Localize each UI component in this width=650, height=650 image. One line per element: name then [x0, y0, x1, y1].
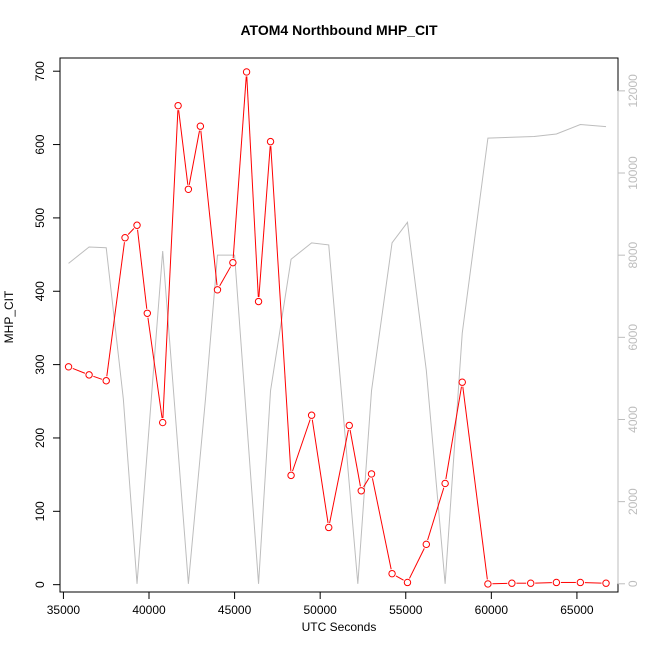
chart-title: ATOM4 Northbound MHP_CIT: [240, 22, 437, 38]
data-point: [213, 286, 222, 294]
y2-tick-label: 4000: [626, 406, 640, 433]
y-tick-label: 700: [33, 61, 47, 81]
data-point: [254, 297, 263, 306]
data-point: [287, 471, 295, 480]
series-line-segment: [311, 419, 329, 524]
plot-frame: [59, 57, 619, 593]
y-tick-label: 500: [33, 208, 47, 228]
data-point: [508, 579, 516, 587]
y2-tick-label: 6000: [626, 324, 640, 351]
y-tick-label: 400: [33, 281, 47, 301]
data-point: [602, 579, 610, 587]
y-axis-label: MHP_CIT: [2, 290, 16, 343]
x-tick-label: 55000: [389, 603, 423, 617]
data-point: [345, 421, 353, 430]
series-line-segment: [246, 76, 259, 298]
series-line-segment: [371, 478, 392, 570]
data-point: [367, 470, 376, 478]
x-tick-label: 50000: [303, 603, 337, 617]
y2-tick-label: 10000: [626, 156, 640, 190]
data-point: [174, 101, 182, 110]
data-point: [357, 487, 365, 495]
y-tick-label: 0: [33, 581, 47, 588]
y-axis: 0 100 200 300 400 500 600 700: [33, 61, 61, 588]
data-point: [458, 378, 466, 386]
data-point: [229, 258, 237, 267]
series-line-segment: [137, 229, 148, 309]
y-tick-label: 200: [33, 428, 47, 448]
series-line-segment: [200, 130, 218, 286]
series-line-segment: [72, 367, 86, 374]
series-line-segment: [270, 146, 292, 471]
data-point: [85, 371, 93, 379]
data-point: [527, 579, 535, 587]
series-line-segment: [427, 487, 445, 541]
series-line-segment: [445, 386, 462, 480]
data-point: [133, 221, 141, 229]
data-point: [552, 578, 561, 587]
data-point: [102, 377, 110, 385]
x-tick-label: 45000: [218, 603, 252, 617]
series-line-segment: [292, 419, 311, 472]
y2-tick-label: 8000: [626, 241, 640, 268]
series-layer: [64, 68, 610, 588]
data-point: [196, 122, 205, 130]
data-point: [64, 363, 73, 371]
series-line-segment: [106, 242, 125, 377]
data-point: [403, 578, 412, 587]
data-point: [158, 418, 167, 427]
data-point: [121, 234, 129, 242]
data-point: [184, 185, 193, 193]
data-point: [242, 68, 251, 76]
series-line-secondary: [68, 124, 607, 584]
series-line-segment: [188, 130, 201, 185]
x-tick-label: 40000: [132, 603, 166, 617]
series-line-segment: [363, 477, 370, 488]
series-line-segment: [219, 266, 232, 287]
y2-tick-label: 2000: [626, 488, 640, 515]
y2-tick-label: 0: [626, 580, 640, 587]
data-point: [441, 479, 449, 488]
y-tick-label: 100: [33, 501, 47, 521]
series-line-segment: [395, 575, 404, 581]
data-point: [422, 540, 430, 549]
series-line-segment: [329, 429, 349, 524]
series-line-segment: [462, 386, 488, 580]
y2-tick-label: 12000: [626, 74, 640, 108]
series-line-segment: [178, 110, 189, 185]
series-line-segment: [232, 76, 247, 259]
y-tick-label: 300: [33, 354, 47, 374]
series-line-segment: [127, 228, 135, 235]
data-point: [484, 580, 492, 588]
data-point: [307, 411, 316, 419]
data-point: [576, 578, 585, 587]
series-line-segment: [147, 317, 163, 419]
y-tick-label: 600: [33, 134, 47, 154]
y2-axis: 0 2000 4000 6000 8000 10000 12000: [617, 74, 640, 587]
series-line-segment: [349, 429, 361, 487]
x-axis-label: UTC Seconds: [302, 620, 377, 634]
data-point: [266, 137, 275, 146]
x-tick-label: 65000: [560, 603, 594, 617]
series-line-segment: [258, 146, 271, 298]
x-tick-label: 60000: [475, 603, 509, 617]
x-axis: 35000 40000 45000 50000 55000 60000 65000: [47, 591, 594, 617]
data-point: [325, 523, 333, 532]
series-line-segment: [409, 548, 425, 579]
series-line-segment: [93, 375, 103, 380]
series-line-segment: [162, 110, 179, 419]
x-tick-label: 35000: [47, 603, 81, 617]
data-point: [388, 569, 396, 578]
data-point: [143, 309, 151, 317]
